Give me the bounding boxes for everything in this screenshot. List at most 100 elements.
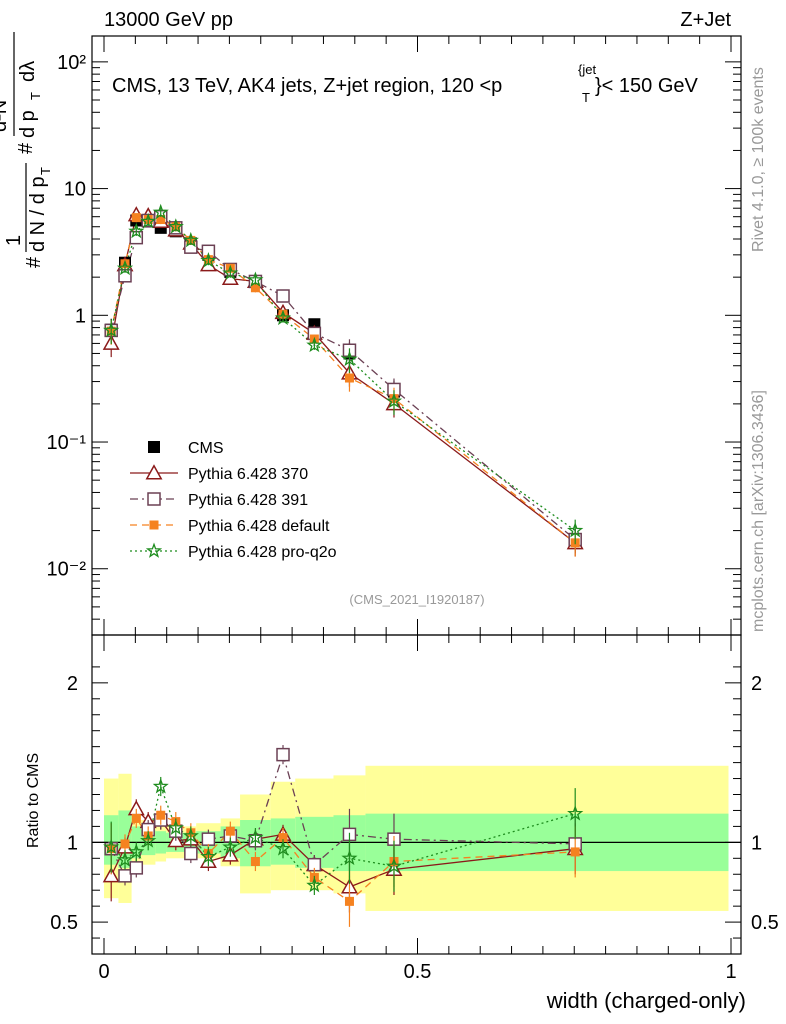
ratio-marker-pq2o	[341, 849, 358, 866]
ratio-marker-pq2o	[247, 829, 264, 845]
svg-text:#: #	[23, 256, 45, 268]
marker-p391	[276, 289, 290, 303]
ratio-marker-p391	[276, 747, 290, 762]
legend-label-pdefault: Pythia 6.428 default	[188, 518, 330, 535]
marker-pdefault	[344, 373, 354, 383]
y-label-dp: d p	[17, 110, 39, 138]
ratio-marker-pdefault	[156, 810, 166, 820]
main-y-axis-label: # 1 d N / d p T # d²N d p T dλ	[0, 32, 53, 268]
legend-marker-cms	[148, 441, 160, 453]
ratio-marker-pdefault	[278, 833, 288, 843]
y-label-dn: d N / d p	[27, 176, 49, 252]
ratio-y-axis-label: Ratio to CMS	[25, 753, 42, 848]
ratio-marker-p391	[201, 832, 216, 846]
ratio-marker-pdefault	[225, 826, 235, 836]
ratio-series-markers	[102, 745, 584, 927]
ratio-marker-pq2o	[385, 857, 403, 874]
ratio-y-tick-label: 2	[67, 673, 78, 695]
main-y-tick-label: 10²	[57, 52, 86, 74]
legend-marker-p370	[145, 464, 163, 480]
y-label-one: 1	[3, 235, 25, 246]
ratio-y-tick-label-right: 0.5	[751, 912, 779, 934]
marker-pq2o	[182, 231, 199, 248]
ratio-marker-pq2o	[152, 777, 169, 794]
ratio-marker-p370	[102, 867, 120, 883]
ratio-marker-pdefault	[131, 813, 141, 823]
ratio-marker-pq2o	[116, 851, 134, 867]
ratio-marker-pq2o	[103, 838, 120, 855]
legend-marker-pdefault	[149, 520, 159, 530]
ratio-marker-pq2o	[167, 819, 184, 835]
rivet-label: Rivet 4.1.0, ≥ 100k events	[750, 67, 767, 252]
main-y-tick-label: 10⁻¹	[47, 432, 87, 454]
ratio-marker-p391	[184, 846, 198, 861]
ratio-marker-pdefault	[250, 856, 260, 866]
marker-pq2o	[200, 252, 217, 268]
x-tick-label: 1	[725, 961, 736, 983]
y-label-hash1: #	[23, 256, 45, 268]
chart-title-sup: {jet	[578, 62, 596, 77]
marker-pq2o	[567, 522, 584, 538]
marker-pq2o	[167, 218, 184, 234]
mcplots-label: mcplots.cern.ch [arXiv:1306.3436]	[750, 390, 767, 632]
legend-marker-p391	[147, 492, 161, 506]
y-label-t2: T	[28, 92, 43, 100]
ratio-y-tick-label: 0.5	[50, 912, 78, 934]
ratio-marker-pq2o	[222, 838, 239, 855]
marker-pq2o	[116, 259, 134, 276]
ratio-marker-pdefault	[120, 839, 130, 849]
y-label-dl: dλ	[17, 61, 39, 82]
series-line-pq2o	[110, 211, 576, 532]
marker-pdefault	[131, 213, 141, 223]
x-axis-label: width (charged-only)	[546, 988, 746, 1013]
x-tick-label: 0	[98, 961, 109, 983]
marker-pq2o	[128, 222, 145, 239]
ratio-marker-p391	[118, 869, 132, 883]
marker-pdefault	[120, 259, 130, 269]
chart-title-sub: T	[582, 90, 590, 105]
chart-title-pre: CMS, 13 TeV, AK4 jets, Z+jet region, 120…	[112, 75, 502, 97]
ratio-marker-p391	[129, 861, 144, 875]
marker-pdefault	[156, 215, 166, 225]
ratio-y-tick-label-right: 2	[751, 673, 762, 695]
legend-label-p370: Pythia 6.428 370	[188, 466, 308, 483]
legend-label-pq2o: Pythia 6.428 pro-q2o	[188, 544, 337, 561]
legend-label-p391: Pythia 6.428 391	[188, 492, 308, 509]
ratio-marker-pdefault	[570, 847, 580, 857]
legend-label-cms: CMS	[188, 440, 224, 457]
marker-pq2o	[306, 336, 323, 353]
main-series-markers	[102, 203, 584, 557]
ratio-marker-pq2o	[200, 848, 217, 864]
collision-label: 13000 GeV pp	[104, 9, 233, 31]
ratio-marker-pq2o	[128, 843, 145, 859]
legend-marker-pq2o	[145, 542, 163, 558]
process-label: Z+Jet	[680, 9, 731, 31]
ratio-marker-pq2o	[306, 876, 323, 893]
legend: CMS Pythia 6.428 370 Pythia 6.428 391 Pythi…	[130, 440, 337, 561]
ratio-marker-pq2o	[182, 827, 199, 843]
main-y-tick-label: 1	[75, 305, 86, 327]
marker-pq2o	[103, 321, 120, 338]
ratio-line-pq2o	[110, 784, 576, 887]
chart-title: CMS, 13 TeV, AK4 jets, Z+jet region, 120…	[112, 75, 502, 97]
marker-pq2o	[274, 309, 292, 326]
y-label-d2n: d²N	[0, 100, 11, 132]
y-label-hash2: #	[15, 142, 37, 154]
analysis-tag: (CMS_2021_I1920187)	[349, 592, 484, 607]
ratio-marker-pdefault	[344, 896, 354, 906]
ratio-marker-pq2o	[140, 832, 157, 848]
marker-pq2o	[152, 203, 169, 220]
chart-title-post: }< 150 GeV	[595, 75, 699, 97]
main-y-tick-label: 10	[64, 179, 86, 201]
axis-ticks: 10⁻² 10⁻¹ 1 10 10² 0.5 0.5 1 1 2 2 0 0.5 1	[47, 36, 779, 983]
marker-pq2o	[222, 264, 239, 281]
main-y-tick-label: 10⁻²	[47, 559, 87, 581]
ratio-y-tick-label-right: 1	[751, 832, 762, 854]
y-label-t1: T	[38, 167, 53, 175]
marker-pdefault	[250, 283, 260, 293]
ratio-marker-pq2o	[567, 805, 584, 821]
marker-pq2o	[247, 271, 264, 287]
marker-pq2o	[385, 392, 403, 409]
marker-pq2o	[341, 350, 358, 367]
